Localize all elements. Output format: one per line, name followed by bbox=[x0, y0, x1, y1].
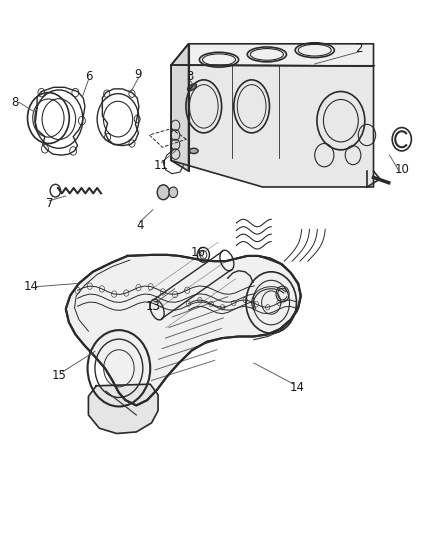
Text: 6: 6 bbox=[85, 70, 92, 83]
Text: 13: 13 bbox=[145, 300, 160, 313]
Text: 7: 7 bbox=[46, 197, 53, 211]
Text: 10: 10 bbox=[394, 164, 409, 176]
Polygon shape bbox=[88, 384, 158, 433]
Ellipse shape bbox=[189, 148, 198, 154]
Polygon shape bbox=[171, 44, 374, 66]
Circle shape bbox=[169, 187, 178, 198]
Polygon shape bbox=[171, 65, 374, 187]
Ellipse shape bbox=[187, 84, 197, 91]
Text: 11: 11 bbox=[154, 159, 169, 172]
Text: 2: 2 bbox=[355, 42, 363, 54]
Text: 16: 16 bbox=[191, 246, 205, 259]
Polygon shape bbox=[171, 44, 188, 171]
Text: 14: 14 bbox=[24, 280, 39, 293]
Polygon shape bbox=[66, 255, 301, 406]
Text: 15: 15 bbox=[51, 369, 66, 382]
Text: 9: 9 bbox=[135, 68, 142, 81]
Text: 14: 14 bbox=[290, 381, 305, 394]
Text: 8: 8 bbox=[11, 95, 18, 109]
Text: 3: 3 bbox=[186, 70, 193, 83]
Circle shape bbox=[157, 185, 170, 200]
Text: 4: 4 bbox=[136, 219, 144, 232]
